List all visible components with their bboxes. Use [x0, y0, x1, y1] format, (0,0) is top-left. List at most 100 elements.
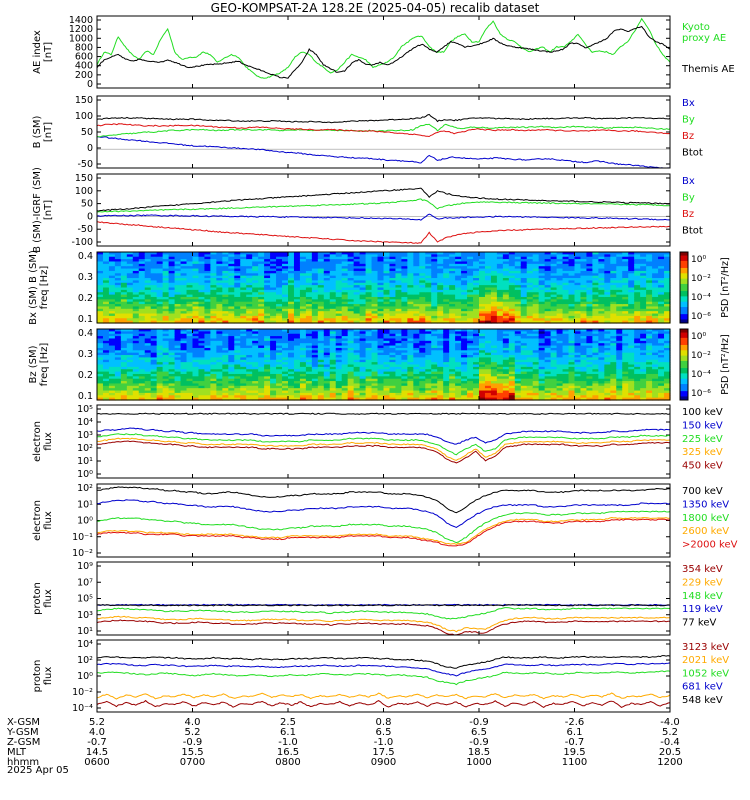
spectrogram-cell: [150, 383, 158, 387]
spectrogram-cell: [586, 301, 594, 305]
spectrogram-cell: [150, 373, 158, 377]
spectrogram-cell: [461, 366, 468, 370]
spectrogram-cell: [413, 345, 420, 349]
spectrogram-cell: [240, 336, 247, 340]
spectrogram-cell: [216, 385, 223, 389]
spectrogram-cell: [616, 263, 623, 267]
spectrogram-cell: [174, 333, 182, 337]
spectrogram-cell: [258, 369, 265, 373]
spectrogram-cell: [126, 273, 134, 277]
spectrogram-cell: [473, 275, 480, 279]
spectrogram-cell: [210, 261, 217, 265]
spectrogram-cell: [246, 304, 253, 308]
spectrogram-cell: [317, 266, 325, 270]
spectrogram-cell: [222, 273, 229, 277]
spectrogram-cell: [126, 378, 134, 382]
spectrogram-cell: [467, 263, 474, 267]
spectrogram-cell: [138, 362, 146, 366]
colorbar-cell: [680, 303, 688, 306]
ytick-label: 0: [87, 211, 93, 222]
spectrogram-cell: [186, 345, 194, 349]
spectrogram-cell: [347, 347, 355, 351]
spectrogram-cell: [449, 261, 456, 265]
spectrogram-cell: [431, 315, 438, 319]
spectrogram-cell: [222, 256, 229, 260]
spectrogram-cell: [180, 315, 188, 319]
spectrogram-cell: [395, 299, 403, 303]
spectrogram-cell: [461, 383, 468, 387]
spectrogram-cell: [311, 275, 319, 279]
spectrogram-cell: [97, 261, 104, 265]
spectrogram-cell: [114, 296, 122, 300]
spectrogram-cell: [473, 263, 480, 267]
spectrogram-cell: [395, 308, 403, 312]
spectrogram-cell: [204, 266, 212, 270]
spectrogram-cell: [305, 385, 313, 389]
spectrogram-cell: [598, 292, 605, 296]
spectrogram-cell: [240, 333, 247, 337]
spectrogram-cell: [246, 373, 253, 377]
spectrogram-cell: [156, 345, 164, 349]
spectrogram-cell: [359, 381, 367, 385]
spectrogram-cell: [222, 359, 229, 363]
spectrogram-cell: [586, 278, 594, 281]
spectrogram-cell: [329, 373, 337, 377]
spectrogram-cell: [413, 383, 420, 387]
spectrogram-cell: [264, 336, 271, 340]
spectrogram-cell: [473, 259, 480, 263]
spectrogram-cell: [562, 320, 570, 324]
spectrogram-cell: [174, 388, 182, 392]
spectrogram-cell: [502, 270, 510, 274]
spectrogram-cell: [144, 369, 152, 373]
spectrogram-cell: [484, 256, 492, 260]
spectrogram-cell: [484, 306, 492, 310]
spectrogram-cell: [180, 347, 188, 351]
spectrogram-cell: [437, 395, 444, 399]
spectrogram-cell: [401, 397, 408, 401]
spectrogram-cell: [234, 266, 241, 270]
spectrogram-cell: [449, 252, 456, 255]
spectrogram-cell: [162, 373, 170, 377]
spectrogram-cell: [156, 331, 164, 335]
spectrogram-cell: [467, 266, 474, 270]
spectrogram-cell: [276, 263, 283, 267]
spectrogram-cell: [365, 278, 373, 281]
spectrogram-cell: [138, 336, 146, 340]
spectrogram-cell: [413, 315, 420, 319]
spectrogram-cell: [359, 261, 367, 265]
spectrogram-cell: [622, 289, 629, 293]
spectrogram-cell: [449, 395, 456, 399]
spectrogram-cell: [240, 392, 247, 396]
spectrogram-cell: [377, 261, 385, 265]
spectrogram-cell: [377, 285, 385, 289]
spectrogram-cell: [347, 336, 355, 340]
spectrogram-cell: [407, 397, 414, 401]
spectrogram-cell: [240, 280, 247, 284]
colorbar-cell: [680, 271, 688, 274]
spectrogram-cell: [586, 294, 594, 298]
spectrogram-cell: [473, 261, 480, 265]
spectrogram-cell: [341, 306, 349, 310]
spectrogram-cell: [526, 266, 534, 270]
spectrogram-cell: [204, 359, 212, 363]
spectrogram-cell: [383, 333, 391, 337]
spectrogram-cell: [425, 266, 432, 270]
spectrogram-cell: [443, 388, 450, 392]
spectrogram-cell: [383, 313, 391, 317]
spectrogram-cell: [496, 254, 504, 258]
spectrogram-cell: [461, 313, 468, 317]
spectrogram-cell: [246, 362, 253, 366]
spectrogram-cell: [228, 296, 235, 300]
spectrogram-cell: [228, 315, 235, 319]
spectrogram-cell: [174, 275, 182, 279]
spectrogram-cell: [389, 254, 397, 258]
spectrogram-cell: [508, 313, 516, 317]
spectrogram-cell: [359, 287, 367, 291]
spectrogram-cell: [550, 318, 558, 322]
spectrogram-cell: [389, 392, 397, 396]
spectrogram-cell: [174, 362, 182, 366]
spectrogram-cell: [138, 275, 146, 279]
spectrogram-cell: [341, 287, 349, 291]
spectrogram-cell: [419, 357, 426, 361]
spectrogram-cell: [210, 388, 217, 392]
